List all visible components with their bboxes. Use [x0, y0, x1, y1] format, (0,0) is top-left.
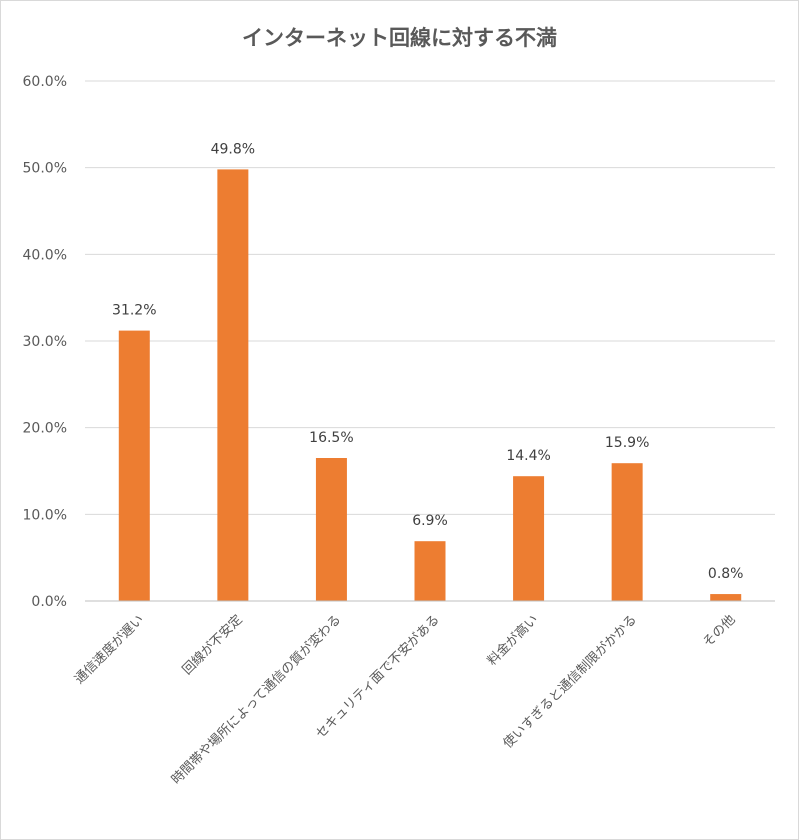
- chart-title: インターネット回線に対する不満: [242, 26, 557, 50]
- data-label: 16.5%: [309, 430, 353, 446]
- bar: [217, 169, 249, 601]
- bar: [513, 476, 545, 601]
- bar: [118, 330, 150, 601]
- x-category-label: 料金が高い: [484, 612, 541, 669]
- data-label: 14.4%: [506, 448, 550, 464]
- x-category-label: 時間帯や場所によって通信の質が変わる: [168, 612, 344, 788]
- data-label: 49.8%: [211, 141, 255, 157]
- y-tick-label: 10.0%: [23, 507, 67, 523]
- data-label: 6.9%: [412, 513, 448, 529]
- bar: [315, 458, 347, 601]
- y-tick-label: 0.0%: [31, 594, 67, 610]
- y-tick-label: 30.0%: [23, 334, 67, 350]
- y-tick-label: 40.0%: [23, 247, 67, 263]
- x-category-label: 通信速度が遅い: [71, 612, 147, 688]
- data-label: 15.9%: [605, 435, 649, 451]
- bar: [611, 463, 643, 601]
- y-tick-label: 50.0%: [23, 161, 67, 177]
- x-category-label: その他: [700, 612, 738, 650]
- x-category-label: 回線が不安定: [179, 612, 245, 678]
- data-label: 31.2%: [112, 303, 156, 319]
- y-tick-label: 20.0%: [23, 421, 67, 437]
- bar: [710, 594, 742, 601]
- bar: [414, 541, 446, 601]
- data-label: 0.8%: [708, 566, 744, 582]
- y-tick-label: 60.0%: [23, 74, 67, 90]
